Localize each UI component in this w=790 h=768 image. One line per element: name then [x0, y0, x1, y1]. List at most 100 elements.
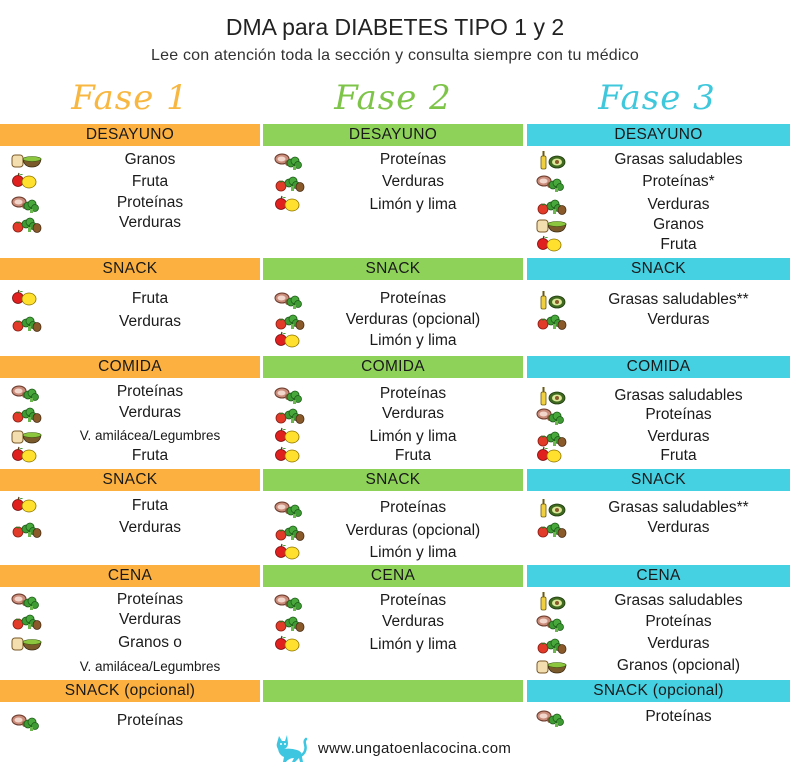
food-item: Proteínas [527, 706, 790, 728]
food-item-label: Verduras [118, 611, 182, 628]
vegetables-icon [11, 518, 43, 538]
food-item: Verduras [0, 311, 260, 333]
food-item-label: Fruta [131, 173, 169, 190]
food-item: V. amilácea/Legumbres [0, 425, 260, 447]
food-item: Verduras [527, 194, 790, 216]
food-item: Fruta [0, 171, 260, 193]
food-item-label: Proteínas [379, 290, 447, 307]
food-item: Proteínas [0, 589, 260, 611]
food-item: Verduras (opcional) [263, 520, 523, 542]
food-item-label: Limón y lima [369, 544, 457, 561]
phase-2-title: Fase 2 [334, 78, 452, 118]
food-item: Proteínas [0, 192, 260, 214]
food-item: Grasas saludables [527, 385, 790, 407]
food-item-label: Verduras [647, 428, 710, 445]
food-item: Proteínas [0, 381, 260, 403]
vegetables-icon [536, 427, 568, 447]
cat-icon [276, 735, 308, 762]
food-item-label: Proteínas [645, 406, 712, 423]
food-item-label: Verduras [381, 405, 445, 422]
food-item-label: Grasas saludables [614, 387, 743, 404]
fruit-icon [274, 446, 306, 466]
food-item: Verduras (opcional) [263, 309, 523, 331]
food-item-label: Proteínas [379, 499, 447, 516]
food-item: Verduras [527, 517, 790, 539]
food-item-label: Verduras [647, 519, 710, 536]
food-item: Verduras [527, 426, 790, 448]
food-item: Limón y lima [263, 634, 523, 656]
food-item: Grasas saludables** [527, 497, 790, 519]
food-item-label: Fruta [131, 497, 169, 514]
food-item-label: Fruta [394, 447, 432, 464]
vegetables-icon [274, 521, 306, 541]
food-item-label: Limón y lima [369, 636, 457, 653]
meat-icon [274, 150, 306, 171]
food-item: Fruta [527, 234, 790, 256]
food-item: Fruta [0, 495, 260, 517]
food-item-label: Granos [653, 216, 704, 233]
food-item-label: Verduras [118, 313, 182, 330]
food-item: Fruta [263, 445, 523, 467]
food-item-label: Fruta [660, 236, 697, 253]
food-item: Fruta [0, 445, 260, 467]
meal-header: SNACK [0, 469, 260, 491]
page-title: DMA para DIABETES TIPO 1 y 2 [225, 14, 565, 40]
meat-icon [536, 172, 568, 193]
food-item-label: V. amilácea/Legumbres [79, 659, 221, 674]
food-item-label: Verduras (opcional) [345, 522, 481, 539]
food-item: Grasas saludables [527, 149, 790, 171]
meal-header [263, 680, 523, 702]
vegetables-icon [11, 610, 43, 630]
grains-icon [11, 633, 43, 653]
food-item: Proteínas [527, 404, 790, 426]
food-item-label: Grasas saludables [614, 151, 743, 168]
food-item-label: Proteínas [116, 591, 184, 608]
food-item: Verduras [263, 403, 523, 425]
food-item: Limón y lima [263, 194, 523, 216]
food-item-label: Verduras [118, 519, 182, 536]
food-item-label: Proteínas* [642, 173, 715, 190]
food-item-label: Verduras (opcional) [345, 311, 481, 328]
lemon-lime-icon [274, 427, 306, 447]
meat-icon [274, 498, 306, 519]
grains-icon [11, 150, 43, 170]
meal-header: SNACK [0, 258, 260, 280]
food-item-label: Verduras [647, 635, 710, 652]
food-item-label: Grasas saludables** [608, 291, 749, 308]
meal-header: SNACK (opcional) [0, 680, 260, 702]
fruit-icon [11, 172, 43, 192]
fruit-icon [536, 235, 568, 255]
meal-header: COMIDA [263, 356, 523, 378]
food-item-label: Limón y lima [369, 196, 457, 213]
food-item-label: Verduras [118, 214, 182, 231]
phase-2-column: DESAYUNO Proteínas Verduras Limón y lima SNA… [263, 0, 523, 768]
food-item: Proteínas [0, 710, 260, 732]
food-item: Grasas saludables [527, 590, 790, 612]
food-item: Verduras [527, 633, 790, 655]
meat-icon [274, 591, 306, 612]
food-item: Limón y lima [263, 426, 523, 448]
food-item: Verduras [527, 309, 790, 331]
meal-header: SNACK [527, 258, 790, 280]
footer-website-link[interactable]: www.ungatoenlacocina.com [318, 740, 512, 757]
food-item-label: Fruta [131, 290, 169, 307]
meat-icon [536, 405, 568, 426]
phase-3-column: DESAYUNO Grasas saludables Proteínas* Verdu… [527, 0, 790, 768]
healthy-fats-icon [536, 150, 568, 170]
food-item: Proteínas [263, 497, 523, 519]
food-item: Verduras [0, 517, 260, 539]
food-item-label: Granos [124, 151, 176, 168]
food-item-label: Fruta [131, 447, 169, 464]
fruit-icon [11, 496, 43, 516]
lemon-lime-icon [274, 543, 306, 563]
meal-header: SNACK [263, 258, 523, 280]
food-item: Verduras [263, 171, 523, 193]
grains-icon [11, 426, 43, 446]
food-item: Proteínas* [527, 171, 790, 193]
meal-header: DESAYUNO [263, 124, 523, 146]
food-item-label: Verduras [647, 311, 710, 328]
food-item-label: Proteínas [116, 712, 184, 729]
food-item: Proteínas [527, 611, 790, 633]
food-item: Proteínas [263, 383, 523, 405]
food-item: V. amilácea/Legumbres [0, 656, 260, 678]
